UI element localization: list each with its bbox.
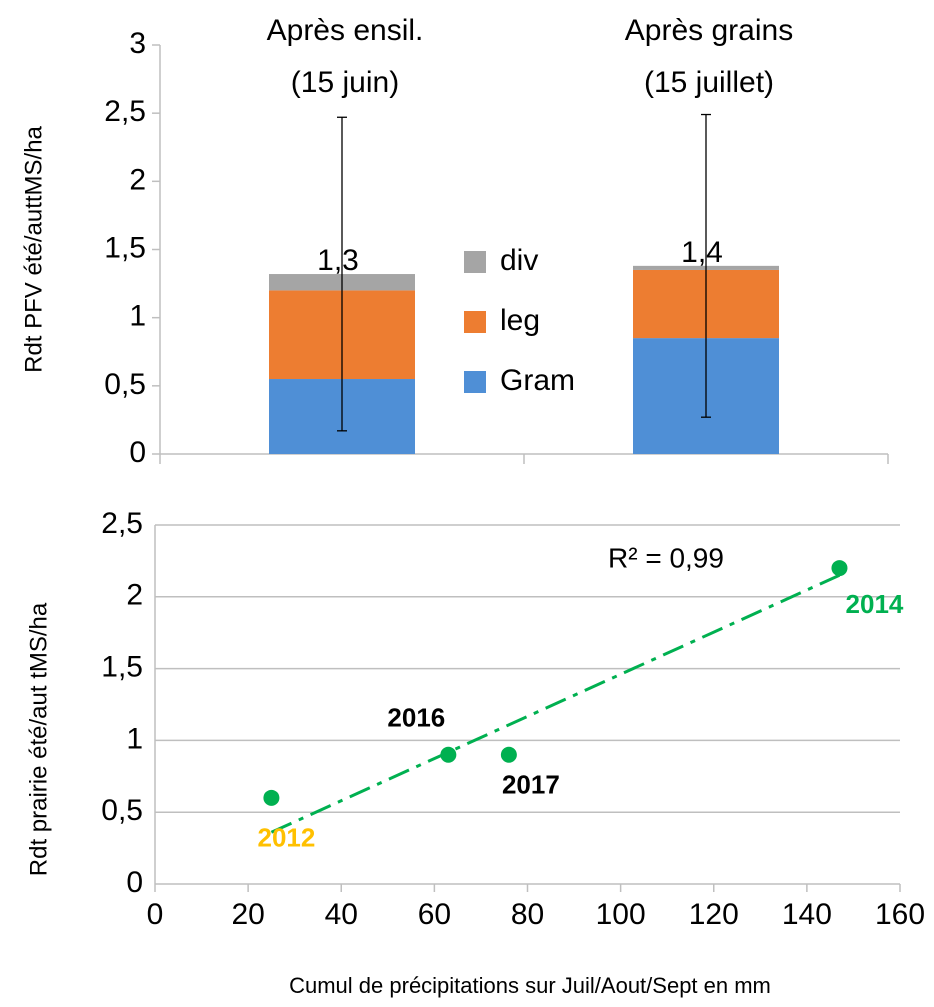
legend-label: leg <box>500 304 540 337</box>
point-label: 2016 <box>387 703 445 733</box>
legend-swatch <box>464 311 486 333</box>
category-label: Après ensil. <box>267 14 424 47</box>
x-tick-label: 60 <box>418 898 451 931</box>
x-tick-label: 120 <box>689 898 739 931</box>
y-tick-label: 2,5 <box>104 95 146 128</box>
legend-swatch <box>464 371 486 393</box>
point <box>501 747 517 763</box>
trendline-annotation: R² = 0,99 <box>608 542 724 573</box>
legend-swatch <box>464 251 486 273</box>
y-tick-label: 2,5 <box>101 507 143 540</box>
x-tick-label: 160 <box>875 898 925 931</box>
value-label: 1,3 <box>317 244 359 277</box>
x-tick-label: 100 <box>596 898 646 931</box>
y-tick-label: 1,5 <box>101 651 143 684</box>
y-tick-label: 0,5 <box>104 368 146 401</box>
x-tick-label: 0 <box>147 898 164 931</box>
legend-label: div <box>500 244 538 277</box>
category-label: Après grains <box>625 14 793 47</box>
x-tick-label: 20 <box>231 898 264 931</box>
y-tick-label: 1 <box>126 722 143 755</box>
y-tick-label: 1,5 <box>104 231 146 264</box>
point <box>263 790 279 806</box>
y-tick-label: 2 <box>126 579 143 612</box>
y-axis-label: Rdt prairie été/aut tMS/ha <box>25 602 52 876</box>
x-tick-label: 40 <box>325 898 358 931</box>
category-label: (15 juillet) <box>644 66 774 99</box>
x-tick-label: 140 <box>782 898 832 931</box>
legend-label: Gram <box>500 364 575 397</box>
chart: 0 0,5 1 1,5 2 2,5 3 Rdt PFV été/auttMS/ha Après … <box>0 0 934 1007</box>
y-tick-label: 1 <box>129 300 146 333</box>
point-label: 2012 <box>257 823 315 853</box>
y-tick-label: 0,5 <box>101 794 143 827</box>
point-label: 2014 <box>846 589 904 619</box>
category-label: (15 juin) <box>291 66 399 99</box>
value-label: 1,4 <box>681 236 723 269</box>
x-axis-label: Cumul de précipitations sur Juil/Aout/Se… <box>289 973 771 998</box>
point-label: 2017 <box>502 770 560 800</box>
x-tick-label: 80 <box>511 898 544 931</box>
y-axis-label: Rdt PFV été/auttMS/ha <box>20 125 47 372</box>
y-tick-label: 3 <box>129 27 146 60</box>
y-tick-label: 0 <box>126 866 143 899</box>
point <box>831 560 847 576</box>
y-tick-label: 0 <box>129 436 146 469</box>
point <box>440 747 456 763</box>
y-tick-label: 2 <box>129 163 146 196</box>
